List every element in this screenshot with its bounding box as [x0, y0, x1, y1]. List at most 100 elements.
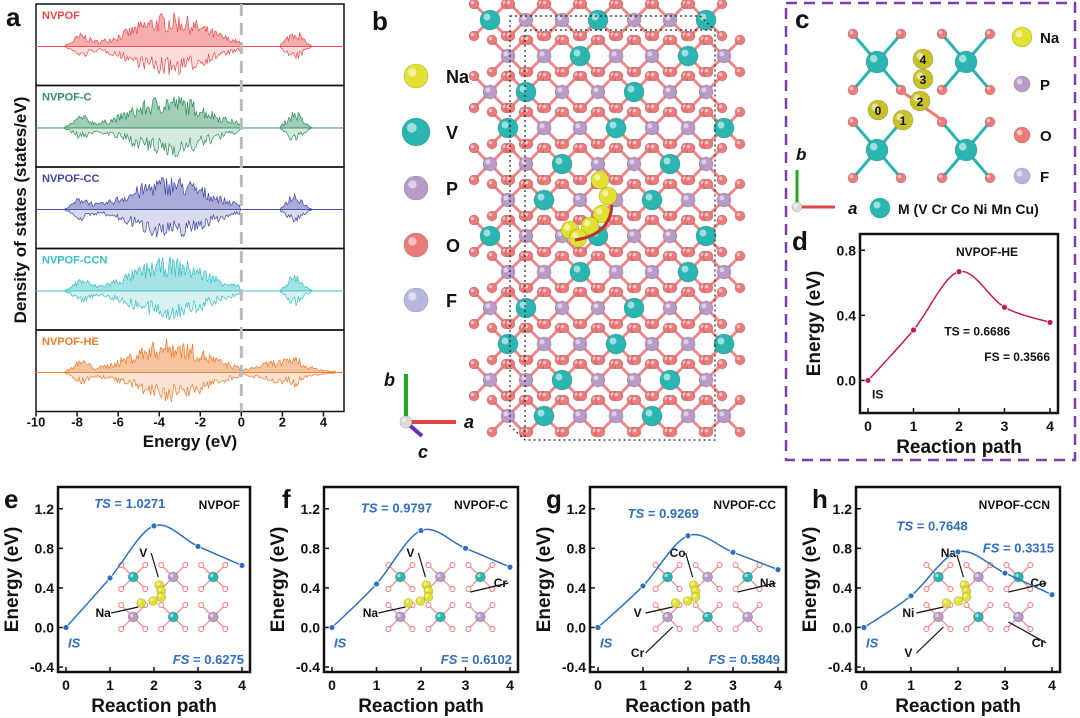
atom-highlight	[686, 320, 691, 325]
o-atom	[702, 354, 714, 366]
atom-highlight	[686, 32, 691, 37]
data-point	[506, 563, 514, 571]
is-label: IS	[334, 635, 347, 650]
y-axis-label: Energy (eV)	[2, 527, 23, 633]
polyhedron-center	[167, 571, 179, 583]
legend-atom-o	[403, 232, 429, 258]
o-atom	[684, 390, 696, 402]
x-tick-label: -8	[71, 415, 83, 430]
y-tick-label: 0.4	[833, 580, 853, 596]
atom-highlight	[397, 613, 401, 618]
p-atom	[608, 264, 624, 280]
x-tick-label: 3	[1001, 677, 1009, 693]
atom-highlight	[629, 231, 635, 237]
atom-highlight	[704, 68, 709, 73]
dos-spin-down-area	[35, 209, 345, 238]
o-atom	[540, 214, 552, 226]
o-atom	[158, 562, 165, 568]
atom-highlight	[485, 159, 491, 165]
atom-highlight	[564, 224, 571, 231]
atom-highlight	[663, 373, 671, 381]
atom-highlight	[916, 72, 924, 80]
atom-highlight	[704, 252, 709, 257]
atom-highlight	[935, 613, 939, 618]
atom-highlight	[596, 36, 601, 41]
o-atom	[449, 586, 456, 592]
atom-highlight	[609, 337, 617, 345]
is-label: IS	[68, 635, 81, 650]
atom-highlight	[557, 231, 563, 237]
p-atom	[500, 408, 516, 424]
data-point	[238, 562, 246, 569]
atom-highlight	[560, 36, 565, 41]
atom-highlight	[629, 15, 635, 21]
axis-label-a: a	[848, 199, 857, 218]
o-atom	[489, 562, 496, 568]
atom-highlight	[506, 0, 511, 5]
x-tick-label: 0	[860, 677, 868, 693]
data-point	[907, 592, 915, 600]
site-number: 0	[875, 104, 882, 118]
atom-highlight	[542, 360, 547, 365]
atom-highlight	[560, 140, 565, 145]
atom-highlight	[521, 15, 527, 21]
o-atom	[576, 390, 588, 402]
atom-highlight	[560, 356, 565, 361]
o-atom	[666, 210, 678, 222]
p-atom	[698, 372, 714, 388]
o-atom	[630, 354, 642, 366]
y-tick-label: -0.4	[828, 659, 852, 675]
atom-highlight	[477, 613, 481, 618]
o-atom	[734, 426, 746, 438]
o-atom	[612, 70, 624, 82]
p-atom	[482, 84, 498, 100]
atom-highlight	[650, 104, 655, 109]
legend-label: Na	[446, 67, 470, 87]
o-atom	[486, 106, 498, 118]
o-atom	[1003, 562, 1010, 568]
o-atom	[576, 142, 588, 154]
legend-atom	[1013, 126, 1031, 144]
o-atom	[702, 34, 714, 46]
na-atom	[415, 596, 426, 606]
o-atom	[716, 70, 728, 82]
data-point	[910, 326, 917, 334]
atom-highlight	[521, 231, 527, 237]
structure-inset: V Na	[96, 546, 229, 632]
atom-highlight	[560, 428, 565, 433]
atom-highlight	[488, 212, 493, 217]
metal-atom	[865, 50, 889, 74]
o-atom	[652, 586, 659, 592]
atom-highlight	[593, 159, 599, 165]
o-atom	[847, 28, 859, 40]
atom-highlight	[129, 613, 134, 618]
p-atom	[482, 372, 498, 388]
p-atom	[482, 156, 498, 172]
atom-highlight	[485, 303, 491, 309]
atom-highlight	[665, 15, 671, 21]
atom-highlight	[169, 573, 174, 578]
polyhedron-center	[167, 611, 179, 623]
atom-highlight	[686, 72, 691, 77]
p-atom	[716, 264, 732, 280]
atom-highlight	[681, 265, 689, 273]
atom-highlight	[437, 573, 441, 578]
atom-highlight	[986, 86, 991, 91]
data-point	[729, 548, 737, 556]
x-tick-label: 0	[594, 677, 602, 693]
o-atom	[558, 178, 570, 190]
atom-highlight	[632, 36, 637, 41]
o-atom	[984, 172, 996, 184]
atom-highlight	[668, 36, 673, 41]
dos-spin-up-area	[35, 177, 345, 210]
atom-highlight	[672, 600, 676, 604]
atom-highlight	[668, 252, 673, 257]
atom-highlight	[488, 108, 493, 113]
v-atom	[497, 117, 519, 139]
atom-highlight	[406, 122, 417, 133]
y-axis-label: Energy (eV)	[804, 271, 825, 377]
x-tick-label: 2	[954, 677, 962, 693]
atom-highlight	[869, 142, 878, 151]
energy-curve	[863, 550, 1053, 629]
atom-highlight	[873, 201, 881, 209]
